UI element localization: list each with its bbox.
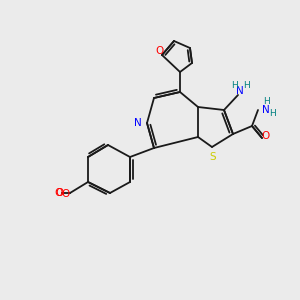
Text: N: N <box>236 86 244 96</box>
Text: O: O <box>62 189 70 199</box>
Text: H: H <box>244 80 250 89</box>
Text: H: H <box>231 80 237 89</box>
Text: O: O <box>156 46 164 56</box>
Text: O: O <box>56 188 64 198</box>
Text: N: N <box>262 105 270 115</box>
Text: S: S <box>210 152 216 162</box>
Text: N: N <box>134 118 142 128</box>
Text: H: H <box>262 98 269 106</box>
Text: O: O <box>54 188 62 198</box>
Text: O: O <box>261 131 269 141</box>
Text: H: H <box>268 109 275 118</box>
